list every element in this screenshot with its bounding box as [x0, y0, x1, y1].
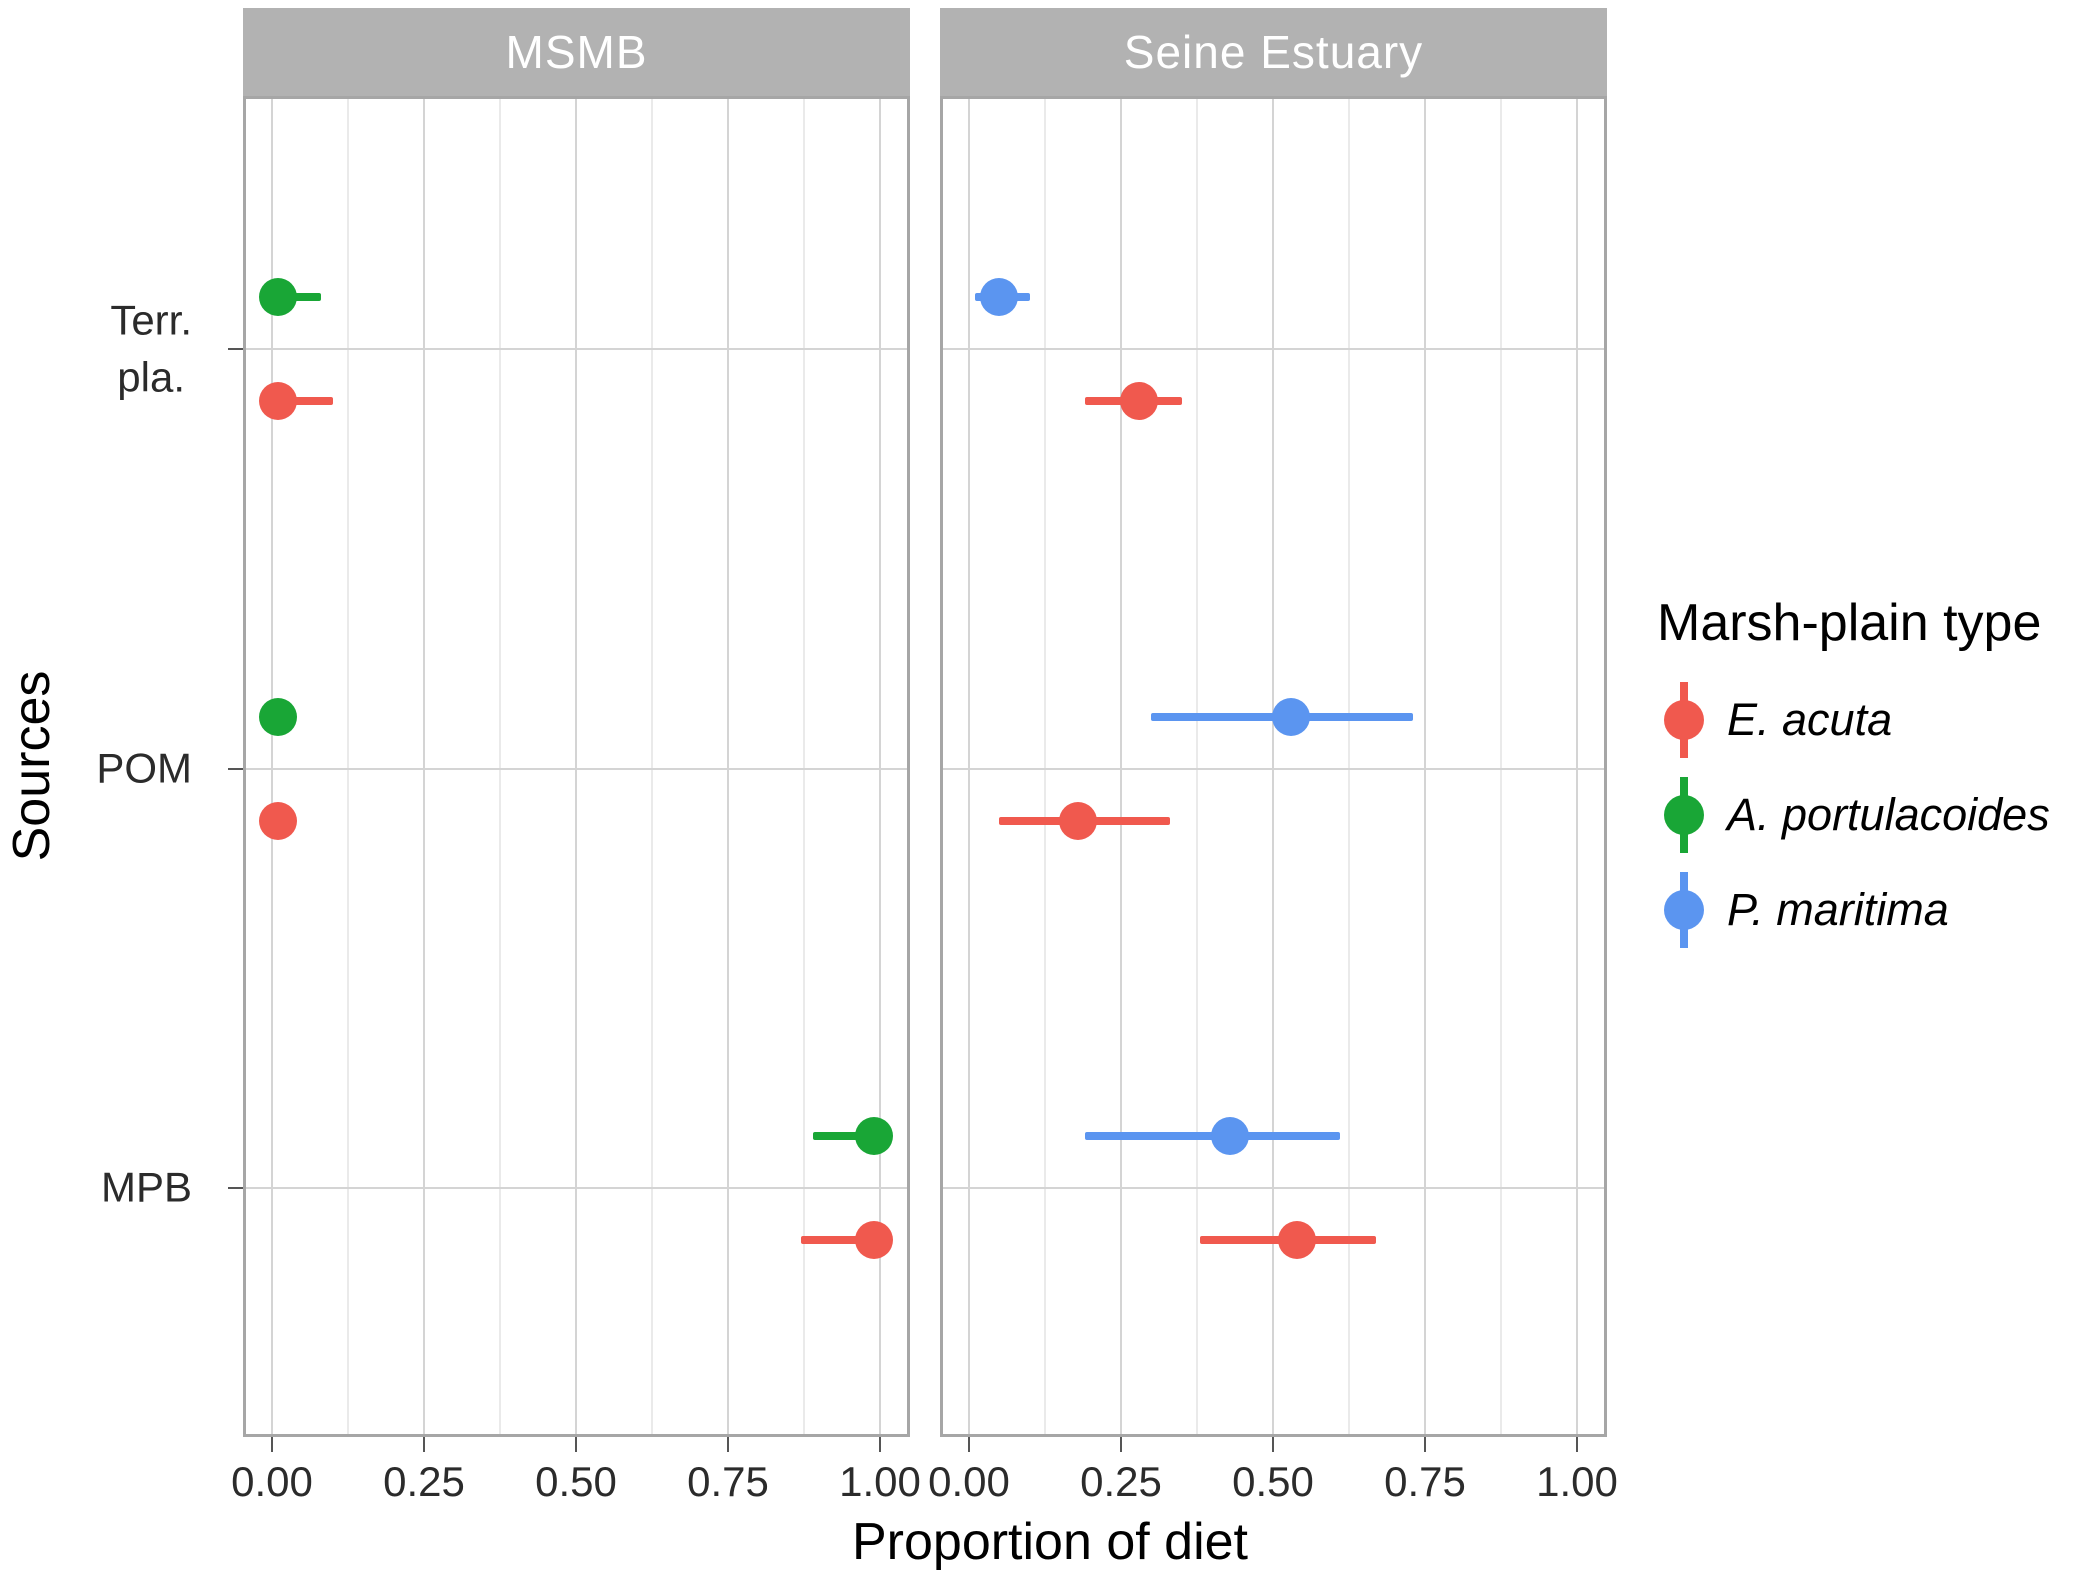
- gridline-minor-vertical: [1196, 96, 1198, 1437]
- plot-panel-seine-estuary: [940, 96, 1607, 1437]
- gridline-minor-vertical: [1500, 96, 1502, 1437]
- data-point: [854, 1221, 893, 1259]
- data-point: [259, 278, 298, 316]
- gridline-major-horizontal: [940, 1187, 1607, 1189]
- gridline-major-horizontal: [940, 768, 1607, 770]
- gridline-major-horizontal: [243, 768, 910, 770]
- legend-key-pointrange-icon: [1657, 767, 1711, 863]
- y-category-label: POM: [96, 744, 192, 792]
- gridline-minor-vertical: [803, 96, 805, 1437]
- gridline-major-vertical: [1272, 96, 1274, 1437]
- x-tick-mark: [271, 1437, 273, 1452]
- gridline-major-horizontal: [243, 1187, 910, 1189]
- x-tick-mark: [727, 1437, 729, 1452]
- legend-key-pointrange-icon: [1657, 672, 1711, 768]
- gridline-major-vertical: [423, 96, 425, 1437]
- x-tick-label: 0.00: [231, 1458, 313, 1505]
- x-tick-label: 1.00: [839, 1458, 921, 1505]
- legend-entry-label: P. maritima: [1727, 884, 1949, 935]
- x-tick-label: 1.00: [1536, 1458, 1618, 1505]
- error-bar: [800, 1236, 880, 1244]
- x-tick-mark: [1424, 1437, 1426, 1452]
- facet-strip-msmb-label: MSMB: [505, 26, 648, 78]
- legend-entry: E. acuta: [1657, 672, 1892, 768]
- x-tick-mark: [423, 1437, 425, 1452]
- x-tick-mark: [1576, 1437, 1578, 1452]
- legend-key-dot: [1664, 700, 1704, 740]
- x-tick-label: 0.75: [1384, 1458, 1466, 1505]
- data-point: [854, 1117, 893, 1155]
- x-tick-mark: [879, 1437, 881, 1452]
- legend-entry-label: A. portulacoides: [1727, 789, 2050, 840]
- y-tick-mark: [228, 1187, 243, 1189]
- gridline-major-vertical: [727, 96, 729, 1437]
- data-point: [1059, 802, 1098, 840]
- data-point: [1211, 1117, 1250, 1155]
- gridline-major-horizontal: [940, 348, 1607, 350]
- data-point: [259, 382, 298, 420]
- x-tick-mark: [575, 1437, 577, 1452]
- legend-entry: P. maritima: [1657, 862, 1949, 958]
- data-point: [1272, 698, 1311, 736]
- legend-entry-label: E. acuta: [1727, 694, 1893, 745]
- x-tick-mark: [968, 1437, 970, 1452]
- x-tick-label: 0.00: [928, 1458, 1010, 1505]
- legend-key-pointrange-icon: [1657, 862, 1711, 958]
- x-tick-label: 0.50: [535, 1458, 617, 1505]
- x-axis-title: Proportion of diet: [851, 1513, 1249, 1571]
- gridline-major-vertical: [575, 96, 577, 1437]
- gridline-minor-vertical: [347, 96, 349, 1437]
- gridline-major-vertical: [968, 96, 970, 1437]
- data-point: [1278, 1221, 1317, 1259]
- legend-key-dot: [1664, 795, 1704, 835]
- y-tick-mark: [228, 348, 243, 350]
- y-tick-mark: [228, 768, 243, 770]
- legend-key-dot: [1664, 890, 1704, 930]
- gridline-major-horizontal: [243, 348, 910, 350]
- gridline-minor-vertical: [651, 96, 653, 1437]
- plot-panel-msmb: [243, 96, 910, 1437]
- facet-strip-seine-estuary: Seine Estuary: [940, 8, 1607, 96]
- gridline-minor-vertical: [1348, 96, 1350, 1437]
- data-point: [259, 802, 298, 840]
- y-axis-title: Sources: [3, 670, 61, 862]
- gridline-minor-vertical: [499, 96, 501, 1437]
- facet-strip-msmb: MSMB: [243, 8, 910, 96]
- gridline-major-vertical: [271, 96, 273, 1437]
- gridline-major-vertical: [1120, 96, 1122, 1437]
- legend-entry: A. portulacoides: [1657, 767, 2050, 863]
- error-bar: [272, 397, 333, 405]
- gridline-major-vertical: [1576, 96, 1578, 1437]
- gridline-major-vertical: [1424, 96, 1426, 1437]
- y-category-label: MPB: [100, 1163, 192, 1211]
- y-category-label: Terr. pla.: [110, 296, 192, 400]
- legend-title: Marsh-plain type: [1657, 594, 2042, 652]
- x-tick-label: 0.50: [1232, 1458, 1314, 1505]
- data-point: [980, 278, 1019, 316]
- x-tick-label: 0.25: [383, 1458, 465, 1505]
- data-point: [1120, 382, 1159, 420]
- data-point: [259, 698, 298, 736]
- x-tick-mark: [1120, 1437, 1122, 1452]
- gridline-major-vertical: [879, 96, 881, 1437]
- facet-strip-seine-estuary-label: Seine Estuary: [1123, 26, 1424, 78]
- legend: Marsh-plain type E. acuta A. portulacoide…: [1657, 560, 2097, 980]
- x-tick-label: 0.75: [687, 1458, 769, 1505]
- gridline-minor-vertical: [1044, 96, 1046, 1437]
- error-bar: [813, 1132, 880, 1140]
- x-tick-label: 0.25: [1080, 1458, 1162, 1505]
- x-tick-mark: [1272, 1437, 1274, 1452]
